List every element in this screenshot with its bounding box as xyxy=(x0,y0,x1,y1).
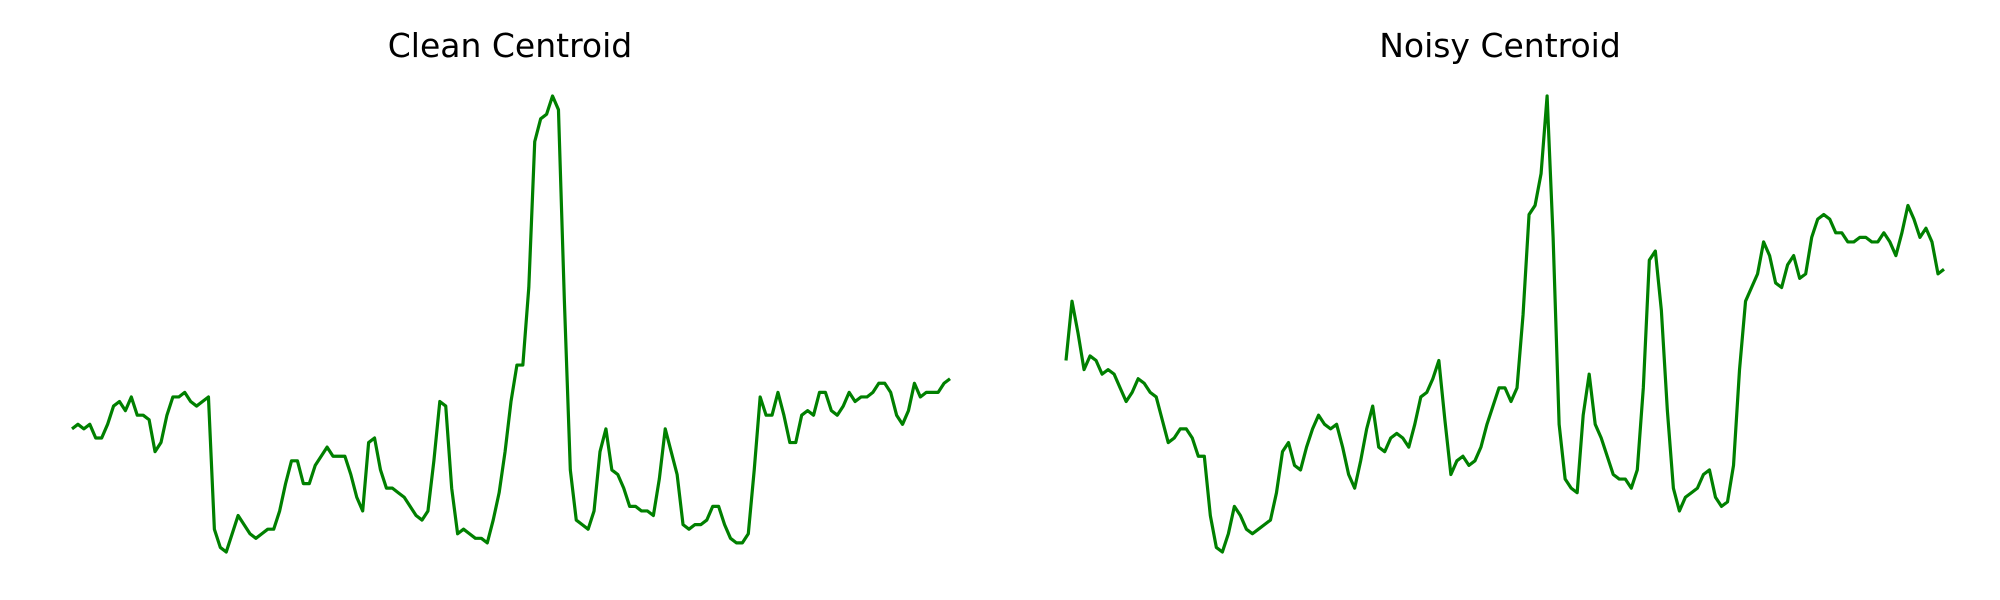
chart-title-noisy-centroid: Noisy Centroid xyxy=(1379,26,1621,65)
series-line-noisy-centroid xyxy=(1064,94,1945,554)
chart-panel-noisy-centroid: Noisy Centroid xyxy=(1064,26,1945,554)
chart-title-clean-centroid: Clean Centroid xyxy=(388,26,633,65)
chart-panel-clean-centroid: Clean Centroid xyxy=(71,26,951,554)
series-line-clean-centroid xyxy=(71,94,951,554)
